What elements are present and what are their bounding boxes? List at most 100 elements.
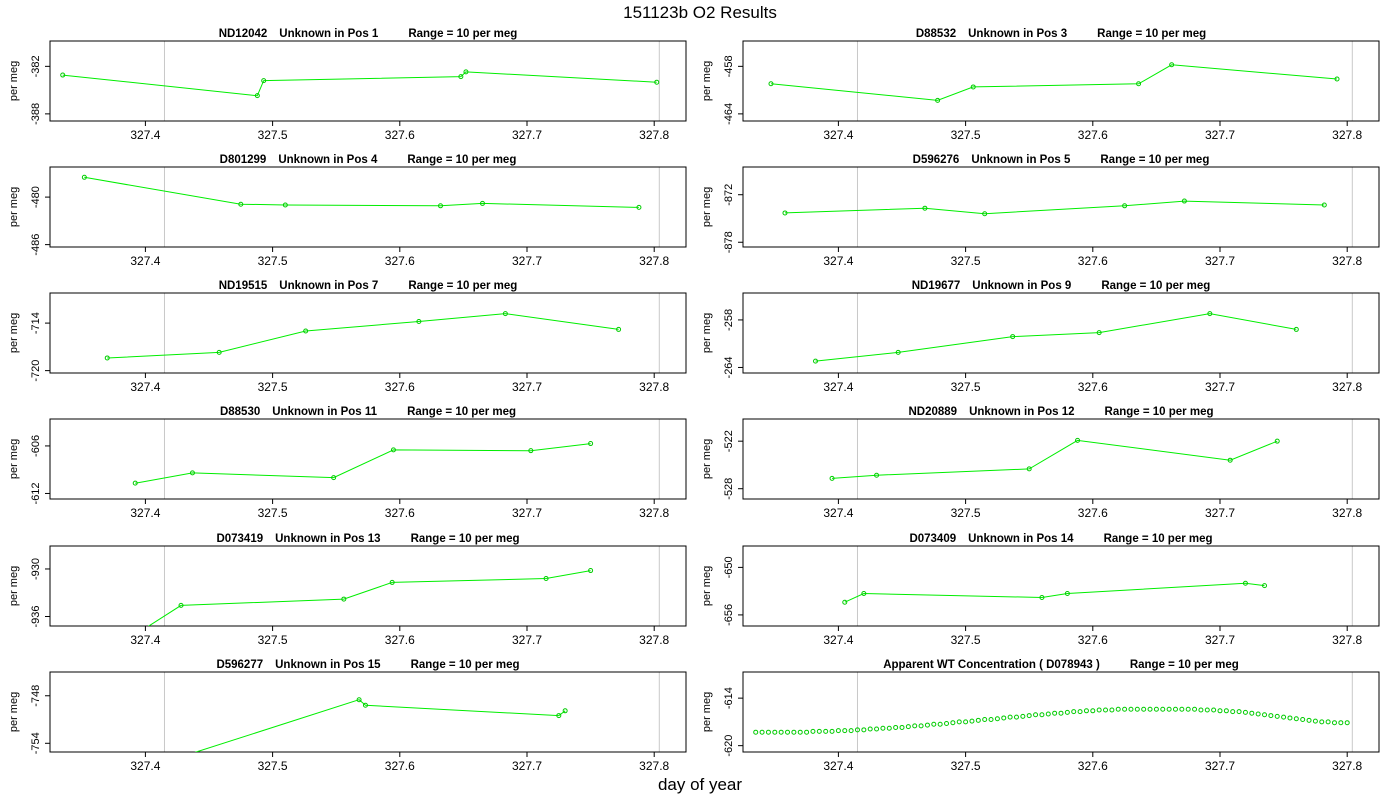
panel-range: Range = 10 per meg xyxy=(1104,533,1213,545)
x-tick-label: 327.7 xyxy=(512,759,542,773)
data-point xyxy=(759,729,765,735)
data-point xyxy=(829,728,835,734)
data-point xyxy=(1211,707,1217,713)
panel-5: ND19515 Unknown in Pos 7 Range = 10 per me… xyxy=(8,280,687,394)
data-point xyxy=(1207,311,1213,317)
data-point xyxy=(254,93,260,99)
data-point xyxy=(829,475,835,481)
plot-frame xyxy=(49,292,687,374)
x-tick-label: 327.6 xyxy=(1078,128,1108,142)
x-tick-label: 327.7 xyxy=(512,128,542,142)
data-point xyxy=(1312,718,1318,724)
data-point xyxy=(303,328,309,334)
series-line xyxy=(784,200,1325,215)
panel-title: D596277 Unknown in Pos 15 Range = 10 per m… xyxy=(216,659,519,671)
data-point xyxy=(778,729,784,735)
y-tick-label: -528 xyxy=(723,478,735,500)
panel-sample-id: D073419 xyxy=(216,533,263,545)
data-point xyxy=(81,174,87,180)
panel-range: Range = 10 per meg xyxy=(408,28,517,40)
x-tick-label: 327.5 xyxy=(951,759,981,773)
panel-1: ND12042 Unknown in Pos 1 Range = 10 per me… xyxy=(8,28,687,142)
data-point xyxy=(861,727,867,733)
data-point xyxy=(362,702,368,708)
data-point xyxy=(60,72,66,78)
data-point xyxy=(842,599,848,605)
panel-range: Range = 10 per meg xyxy=(411,659,520,671)
y-axis-label: per meg xyxy=(8,61,20,101)
y-axis-label: per meg xyxy=(701,313,713,353)
data-point xyxy=(1262,583,1268,589)
x-tick-label: 327.6 xyxy=(1078,380,1108,394)
data-point xyxy=(1262,712,1268,718)
data-point xyxy=(528,448,534,454)
data-point xyxy=(1325,719,1331,725)
panel-title: ND20889 Unknown in Pos 12 Range = 10 per m… xyxy=(908,406,1213,418)
series-line xyxy=(107,313,619,359)
panel-12: Apparent WT Concentration ( D078943 ) Ran… xyxy=(701,659,1380,773)
panel-position: Unknown in Pos 13 xyxy=(275,533,380,545)
x-tick-label: 327.8 xyxy=(639,633,669,647)
panel-range: Range = 10 per meg xyxy=(1105,406,1214,418)
y-tick-label: -620 xyxy=(723,735,735,757)
data-point xyxy=(1052,710,1058,716)
y-tick-label: -614 xyxy=(723,687,735,709)
data-point xyxy=(1293,716,1299,722)
x-tick-label: 327.4 xyxy=(130,380,160,394)
panel-title: D801299 Unknown in Pos 4 Range = 10 per me… xyxy=(220,154,517,166)
x-tick-label: 327.7 xyxy=(1205,380,1235,394)
panel-sample-id: D88532 xyxy=(916,28,956,40)
data-point xyxy=(905,724,911,730)
data-point xyxy=(1122,706,1128,712)
panel-position: Apparent WT Concentration ( D078943 ) xyxy=(883,659,1100,671)
x-tick-label: 327.5 xyxy=(951,506,981,520)
data-point xyxy=(1268,713,1274,719)
data-point xyxy=(835,728,841,734)
data-point xyxy=(1013,714,1019,720)
data-point xyxy=(1249,710,1255,716)
data-point xyxy=(438,203,444,209)
data-point xyxy=(1172,706,1178,712)
series-group xyxy=(104,311,622,361)
y-tick-label: -382 xyxy=(30,55,42,77)
x-tick-label: 327.4 xyxy=(823,633,853,647)
x-tick-label: 327.4 xyxy=(130,506,160,520)
x-tick-label: 327.5 xyxy=(951,128,981,142)
data-point xyxy=(1083,708,1089,714)
y-tick-label: -714 xyxy=(30,312,42,334)
data-point xyxy=(616,326,622,332)
y-tick-label: -720 xyxy=(30,360,42,382)
panel-position: Unknown in Pos 15 xyxy=(275,659,381,671)
data-point xyxy=(931,721,937,727)
data-point xyxy=(1039,594,1045,600)
data-point xyxy=(994,716,1000,722)
data-point xyxy=(823,728,829,734)
panel-title: D596276 Unknown in Pos 5 Range = 10 per me… xyxy=(913,154,1210,166)
x-tick-label: 327.4 xyxy=(130,254,160,268)
data-point xyxy=(1255,711,1261,717)
data-point xyxy=(1096,330,1102,336)
panel-range: Range = 10 per meg xyxy=(408,280,517,292)
panel-sample-id: D596277 xyxy=(216,659,263,671)
data-point xyxy=(1227,457,1233,463)
x-tick-label: 327.5 xyxy=(258,380,288,394)
x-tick-label: 327.5 xyxy=(951,254,981,268)
series-line xyxy=(770,64,1338,101)
y-axis-label: per meg xyxy=(8,692,20,732)
data-point xyxy=(782,210,788,216)
x-tick-label: 327.4 xyxy=(823,380,853,394)
data-point xyxy=(848,728,854,734)
series-line xyxy=(844,582,1265,603)
y-tick-label: -650 xyxy=(723,556,735,578)
data-point xyxy=(1122,203,1128,209)
y-axis-label: per meg xyxy=(8,313,20,353)
data-point xyxy=(1134,706,1140,712)
data-point xyxy=(178,602,184,608)
x-tick-label: 327.4 xyxy=(130,128,160,142)
data-point xyxy=(1075,437,1081,443)
data-point xyxy=(104,355,110,361)
data-point xyxy=(842,728,848,734)
data-point xyxy=(988,717,994,723)
data-point xyxy=(895,349,901,355)
